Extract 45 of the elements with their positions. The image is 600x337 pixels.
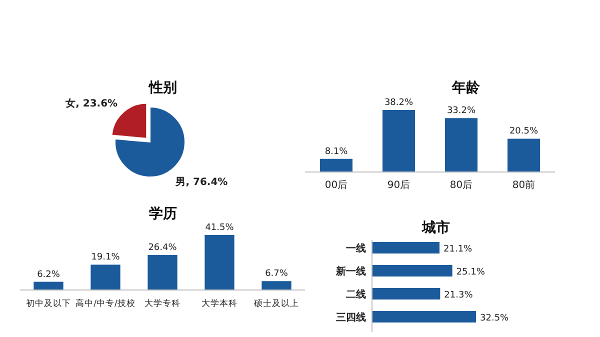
y-tick-label: 三四线 xyxy=(336,311,366,324)
bar xyxy=(204,235,234,290)
data-label: 6.7% xyxy=(265,269,288,280)
data-label: 41.5% xyxy=(205,223,234,233)
data-label: 19.1% xyxy=(91,252,120,263)
bar xyxy=(320,158,352,172)
bar xyxy=(372,288,440,300)
data-label: 20.5% xyxy=(509,126,538,137)
chart-title: 年龄 xyxy=(451,80,481,96)
x-tick-label: 硕士及以上 xyxy=(253,298,299,309)
slice-label: 男, 76.4% xyxy=(174,176,228,188)
data-label: 26.4% xyxy=(148,243,178,254)
bar xyxy=(382,110,415,172)
bar xyxy=(372,242,440,254)
data-label: 21.1% xyxy=(444,244,473,254)
x-tick-label: 80前 xyxy=(512,179,536,191)
bar xyxy=(372,265,452,276)
data-label: 8.1% xyxy=(324,146,348,157)
bar xyxy=(508,138,540,172)
y-tick-label: 二线 xyxy=(346,288,366,300)
bar xyxy=(148,255,178,290)
chart-title: 城市 xyxy=(421,219,450,236)
data-label: 21.3% xyxy=(444,290,474,300)
data-label: 25.1% xyxy=(456,267,486,278)
chart-title: 性别 xyxy=(148,80,177,96)
x-tick-label: 大学本科 xyxy=(202,298,238,309)
y-tick-label: 新一线 xyxy=(335,265,366,278)
x-tick-label: 高中/中专/技校 xyxy=(76,298,136,309)
bar xyxy=(372,311,476,322)
data-label: 33.2% xyxy=(446,106,476,116)
bar xyxy=(34,282,64,290)
y-tick-label: 一线 xyxy=(346,242,366,254)
slice-label: 女, 23.6% xyxy=(64,98,118,110)
x-tick-label: 大学专科 xyxy=(144,298,180,309)
data-label: 32.5% xyxy=(480,313,510,324)
x-tick-label: 90后 xyxy=(387,179,410,191)
bar xyxy=(90,264,120,290)
data-label: 6.2% xyxy=(37,270,60,280)
x-tick-label: 80后 xyxy=(450,179,473,191)
chart-title: 学历 xyxy=(149,206,177,222)
bar xyxy=(445,118,478,172)
x-tick-label: 00后 xyxy=(324,179,348,191)
x-tick-label: 初中及以下 xyxy=(26,298,71,309)
bar xyxy=(262,281,292,290)
data-label: 38.2% xyxy=(384,98,414,108)
